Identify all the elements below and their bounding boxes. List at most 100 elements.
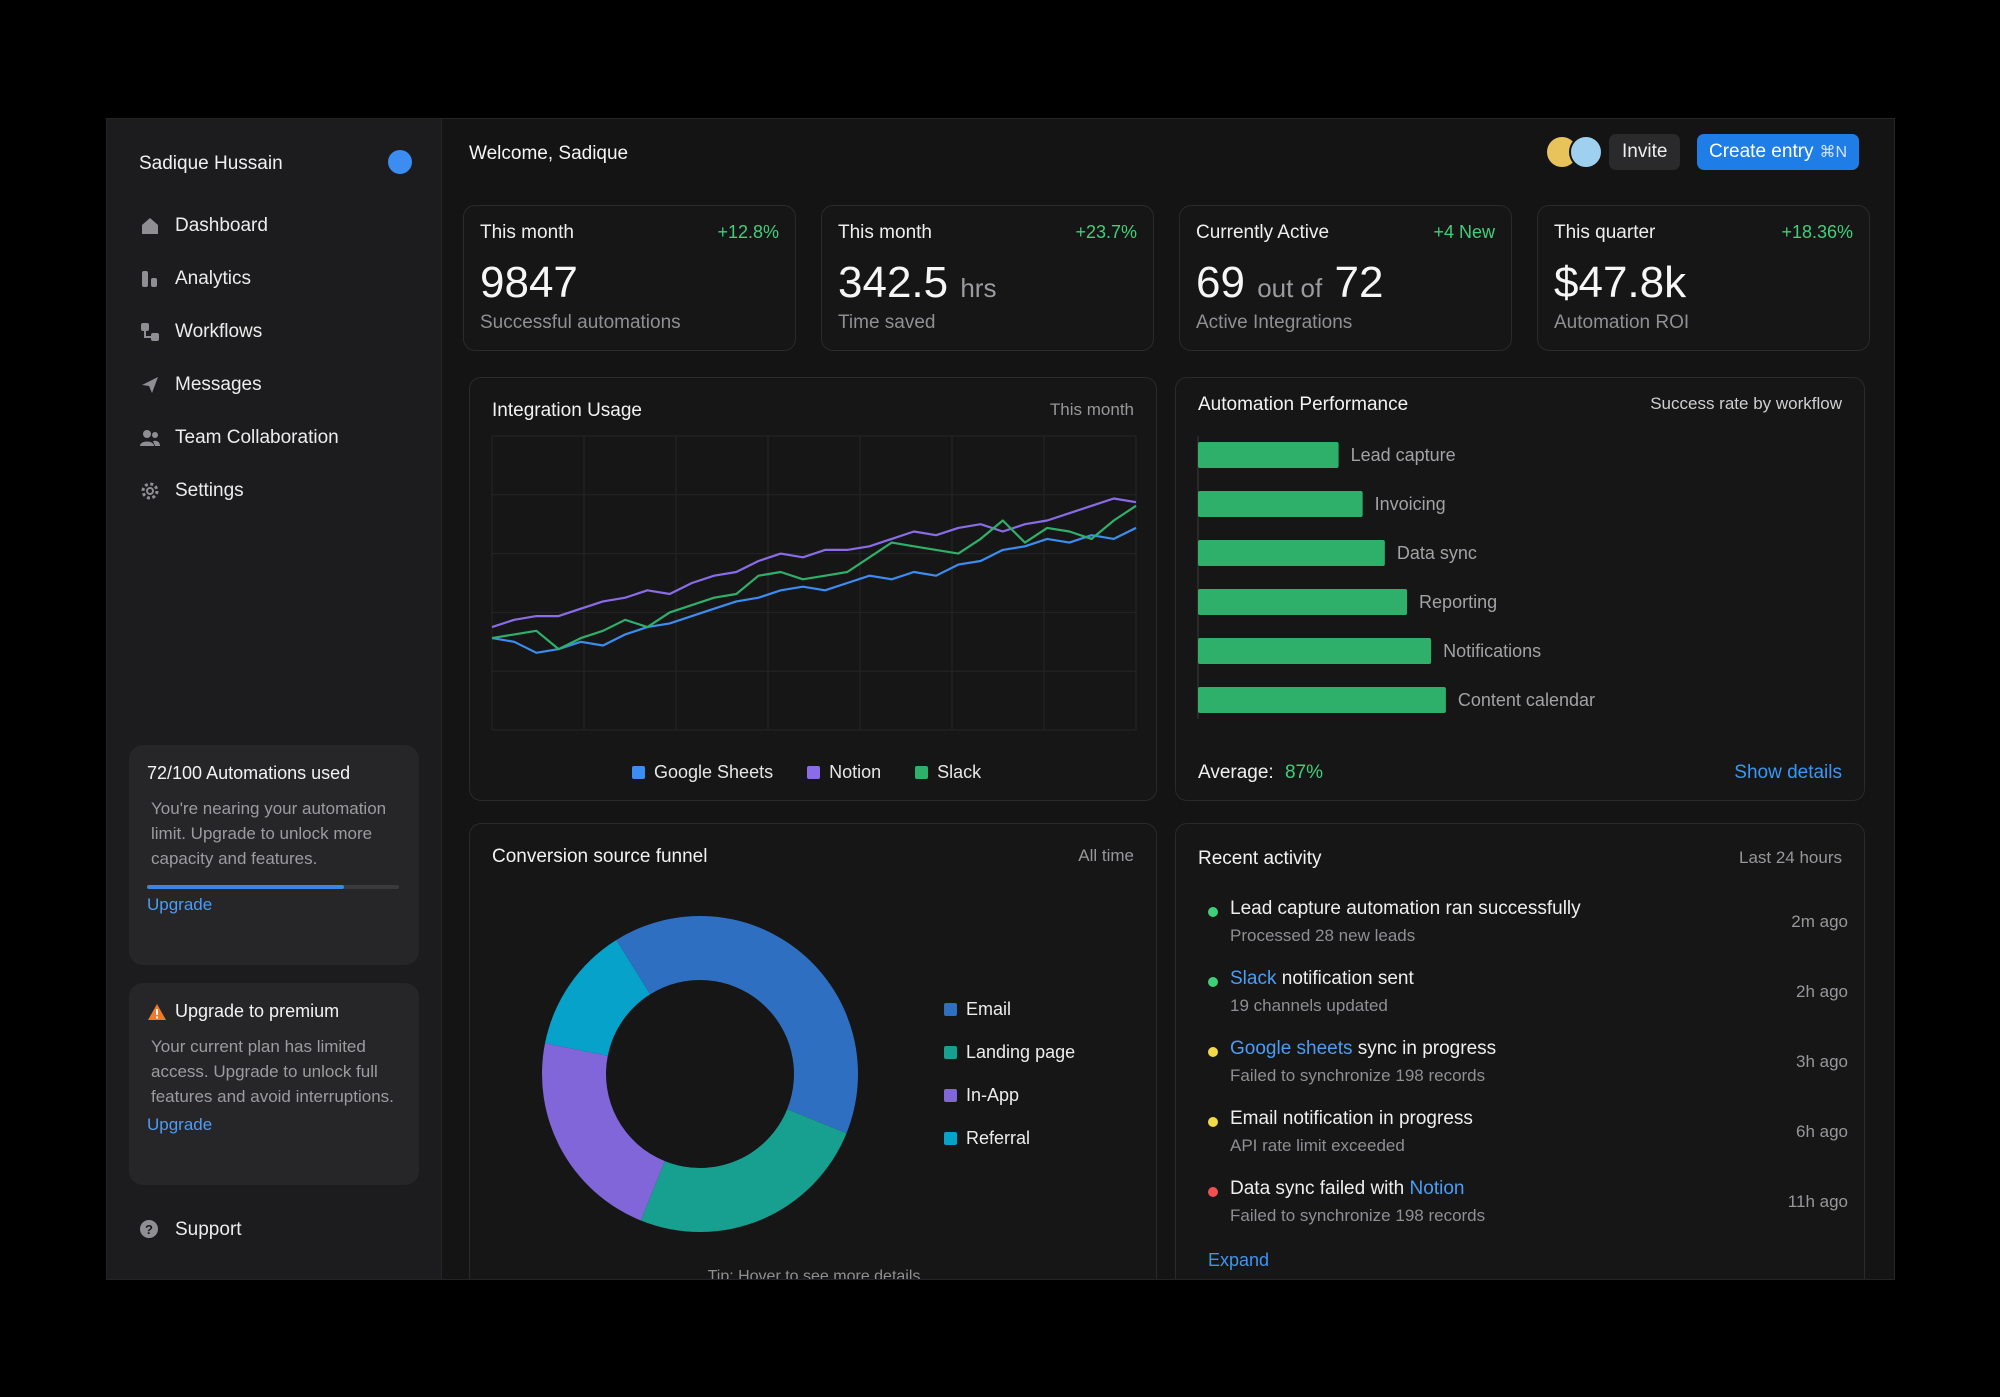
legend-swatch-slack <box>915 766 929 779</box>
status-dot <box>1208 907 1218 917</box>
panel-title: Conversion source funnel <box>492 846 708 867</box>
average-value: 87% <box>1284 762 1324 783</box>
sidebar-nav: Dashboard Analytics Workflows Messages <box>139 199 419 517</box>
integration-line-chart[interactable] <box>470 378 1158 802</box>
activity-link[interactable]: Slack <box>1230 968 1277 989</box>
activity-title: Lead capture automation ran successfully <box>1230 898 1581 919</box>
help-icon: ? <box>139 1219 161 1241</box>
panel-period[interactable]: All time <box>1078 846 1134 865</box>
slice-in-app[interactable] <box>542 1043 665 1221</box>
sidebar-item-settings[interactable]: Settings <box>139 464 419 517</box>
legend-swatch <box>944 1089 957 1102</box>
activity-detail: Failed to synchronize 198 records <box>1230 1206 1486 1225</box>
support-label: Support <box>175 1219 242 1240</box>
bar-data-sync[interactable] <box>1198 540 1385 566</box>
performance-bar-chart[interactable]: Lead capture Invoicing Data sync Reporting N… <box>1176 428 1866 758</box>
legend-label: Referral <box>966 1128 1031 1148</box>
support-link[interactable]: ? Support <box>139 1219 242 1241</box>
sidebar-item-label: Team Collaboration <box>175 426 339 448</box>
bar-invoicing[interactable] <box>1198 491 1363 517</box>
team-icon <box>139 427 161 449</box>
sidebar-item-analytics[interactable]: Analytics <box>139 252 419 305</box>
activity-item[interactable]: Data sync failed with Notion Failed to sy… <box>1208 1178 1848 1226</box>
premium-title: Upgrade to premium <box>147 1001 401 1022</box>
activity-link[interactable]: Notion <box>1409 1178 1465 1199</box>
panel-title: Recent activity <box>1198 848 1322 869</box>
invite-button[interactable]: Invite <box>1609 134 1681 170</box>
bar-notifications[interactable] <box>1198 638 1432 664</box>
stat-card-automations: This month +12.8% 9847 Successful automa… <box>463 205 796 351</box>
activity-item[interactable]: Lead capture automation ran successfully… <box>1208 898 1848 946</box>
legend-swatch-google-sheets <box>632 766 645 779</box>
series-line-notion[interactable] <box>491 497 1137 629</box>
slice-landing-page[interactable] <box>640 1109 847 1232</box>
activity-detail: 19 channels updated <box>1230 996 1388 1015</box>
activity-detail: Processed 28 new leads <box>1230 926 1416 945</box>
sidebar-item-dashboard[interactable]: Dashboard <box>139 199 419 252</box>
bar-label: Data sync <box>1397 543 1477 563</box>
bar-chart-icon <box>139 268 161 290</box>
stat-delta: +4 New <box>1433 222 1495 242</box>
legend-swatch <box>944 1003 957 1016</box>
status-indicator[interactable] <box>388 150 412 174</box>
panel-period[interactable]: This month <box>1049 400 1134 419</box>
stat-value: 342.5 hrs <box>838 258 997 307</box>
stat-card-time-saved: This month +23.7% 342.5 hrs Time saved <box>821 205 1154 351</box>
activity-item[interactable]: Slack notification sent 19 channels updat… <box>1208 968 1848 1016</box>
stat-card-active-integrations: Currently Active +4 New 69 out of 72 Act… <box>1179 205 1512 351</box>
avatar <box>1569 135 1603 169</box>
sidebar-item-workflows[interactable]: Workflows <box>139 305 419 358</box>
stat-subtitle: Active Integrations <box>1196 312 1353 333</box>
legend-label: Slack <box>937 762 982 782</box>
sidebar-item-label: Settings <box>175 479 244 501</box>
bar-label: Reporting <box>1419 592 1497 612</box>
legend-item: In-App <box>944 1074 1075 1117</box>
legend-item: Landing page <box>944 1031 1075 1074</box>
sidebar-item-team-collaboration[interactable]: Team Collaboration <box>139 411 419 464</box>
stat-value: $47.8k <box>1554 258 1687 307</box>
legend-label: Notion <box>829 762 882 782</box>
show-details-link[interactable]: Show details <box>1734 762 1842 783</box>
premium-description: Your current plan has limited access. Up… <box>151 1037 394 1106</box>
stat-unit: out of <box>1257 273 1323 303</box>
expand-link[interactable]: Expand <box>1208 1250 1270 1270</box>
activity-time: 2h ago <box>1796 982 1848 1001</box>
stat-delta: +18.36% <box>1781 222 1853 242</box>
status-dot <box>1208 1117 1218 1127</box>
activity-item[interactable]: Email notification in progress API rate l… <box>1208 1108 1848 1156</box>
sidebar-item-label: Workflows <box>175 320 263 342</box>
series-line-google-sheets[interactable] <box>491 526 1137 654</box>
workflow-icon <box>139 321 161 343</box>
premium-upgrade-link[interactable]: Upgrade <box>147 1115 213 1134</box>
upgrade-link[interactable]: Upgrade <box>147 895 213 914</box>
legend-label: Google Sheets <box>654 762 774 782</box>
panel-period[interactable]: Last 24 hours <box>1738 848 1842 867</box>
average-row: Average: 87% <box>1198 762 1323 784</box>
usage-progress-bar <box>147 885 399 889</box>
sidebar-item-messages[interactable]: Messages <box>139 358 419 411</box>
gear-icon <box>139 480 161 502</box>
usage-progress-fill <box>147 885 344 889</box>
create-entry-button[interactable]: Create entry ⌘N <box>1697 134 1860 170</box>
bar-lead-capture[interactable] <box>1198 442 1339 468</box>
funnel-donut-chart[interactable] <box>520 894 880 1254</box>
shortcut-hint: ⌘N <box>1819 144 1848 161</box>
bar-content-calendar[interactable] <box>1198 687 1446 713</box>
svg-text:?: ? <box>145 1222 153 1237</box>
series-line-slack[interactable] <box>491 504 1137 651</box>
usage-description: You're nearing your automation limit. Up… <box>151 799 387 868</box>
activity-link[interactable]: Google sheets <box>1230 1038 1353 1059</box>
activity-item[interactable]: Google sheets sync in progress Failed to … <box>1208 1038 1848 1086</box>
slice-referral[interactable] <box>545 940 651 1056</box>
bar-label: Lead capture <box>1351 445 1456 465</box>
slice-email[interactable] <box>616 916 858 1134</box>
stat-subtitle: Successful automations <box>480 312 681 333</box>
premium-card: Upgrade to premium Your current plan has… <box>129 983 419 1185</box>
legend-label: In-App <box>966 1085 1020 1105</box>
activity-detail: Failed to synchronize 198 records <box>1230 1066 1486 1085</box>
integration-usage-panel: Integration Usage This month Google Shee… <box>469 377 1157 801</box>
app-window: Sadique Hussain Dashboard Analytics Work… <box>106 118 1895 1280</box>
bar-reporting[interactable] <box>1198 589 1408 615</box>
legend-swatch-notion <box>807 766 821 779</box>
avatar-group[interactable] <box>1545 135 1603 169</box>
